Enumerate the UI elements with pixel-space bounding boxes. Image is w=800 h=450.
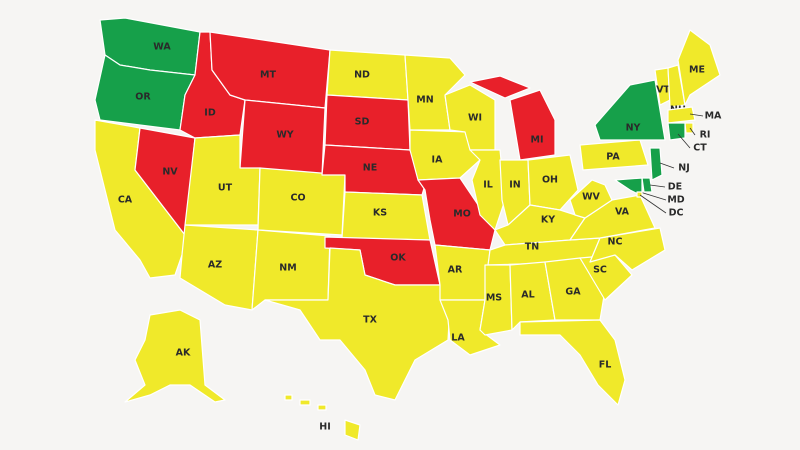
state-label: WI — [468, 113, 482, 124]
state-label: OR — [135, 92, 151, 103]
state-label: KS — [373, 208, 387, 219]
state-shape — [317, 404, 327, 411]
state-label: OK — [390, 253, 406, 264]
state-shape — [519, 319, 626, 406]
state-shape — [434, 244, 491, 301]
state-label: LA — [451, 333, 465, 344]
state-label: NM — [279, 263, 296, 274]
state-label: MI — [531, 135, 544, 146]
state-shape — [509, 89, 556, 161]
state-label: FL — [599, 360, 612, 371]
state-label: IA — [432, 155, 444, 166]
state-label: IN — [509, 180, 521, 191]
state-shape — [677, 29, 721, 106]
state-label: UT — [218, 183, 233, 194]
state-shape — [579, 139, 649, 171]
state-label: WV — [582, 192, 600, 203]
leader-line — [677, 133, 691, 149]
state-label: KY — [541, 215, 555, 226]
state-label: MO — [453, 209, 471, 220]
state-label: OH — [542, 175, 558, 186]
state-label: IL — [483, 180, 493, 191]
state-shape — [469, 149, 506, 231]
state-label: AL — [521, 290, 534, 301]
state-label: ME — [689, 65, 705, 76]
state-label: CT — [693, 143, 707, 154]
leader-line — [649, 184, 666, 188]
state-shape — [684, 122, 694, 134]
state-label: NC — [608, 237, 623, 248]
leader-line — [659, 162, 675, 169]
state-label: NE — [363, 163, 377, 174]
state-label: MD — [667, 195, 684, 206]
state-label: TX — [363, 315, 377, 326]
state-shape — [264, 247, 451, 401]
state-shape — [667, 106, 696, 124]
state-label: TN — [525, 242, 539, 253]
state-label: CO — [290, 193, 305, 204]
state-label: SC — [593, 265, 607, 276]
state-shape — [344, 419, 361, 441]
state-label: NY — [626, 123, 641, 134]
state-label: VT — [656, 85, 670, 96]
state-shape — [469, 75, 531, 99]
state-label: PA — [606, 152, 620, 163]
state-label: NV — [162, 167, 178, 178]
state-label: ND — [354, 70, 370, 81]
state-label: AK — [176, 348, 191, 359]
state-label: AR — [448, 265, 463, 276]
state-label: MA — [705, 111, 722, 122]
state-shape — [569, 179, 613, 219]
leader-line — [689, 113, 704, 117]
state-label: MS — [486, 293, 502, 304]
state-shape — [594, 79, 666, 141]
state-label: MN — [416, 95, 433, 106]
state-shape — [649, 147, 663, 181]
state-label: SD — [355, 117, 370, 128]
state-label: WY — [276, 130, 293, 141]
state-shape — [527, 154, 579, 211]
leader-line — [639, 191, 667, 201]
state-label: ID — [204, 108, 216, 119]
state-label: DC — [669, 208, 684, 219]
state-label: HI — [319, 422, 331, 433]
state-shape — [284, 394, 293, 401]
state-label: DE — [668, 182, 682, 193]
state-label: VA — [615, 207, 630, 218]
state-label: GA — [565, 287, 581, 298]
state-label: MT — [260, 70, 276, 81]
state-shape — [667, 122, 686, 141]
state-label: CA — [118, 195, 133, 206]
leader-line — [639, 194, 667, 214]
state-label: RI — [700, 130, 711, 141]
state-label: NJ — [678, 163, 690, 174]
state-label: AZ — [208, 260, 222, 271]
state-shape — [124, 309, 226, 403]
state-shape — [641, 177, 653, 193]
state-label: WA — [153, 42, 171, 53]
state-shape — [299, 399, 311, 406]
leader-line — [689, 127, 696, 136]
